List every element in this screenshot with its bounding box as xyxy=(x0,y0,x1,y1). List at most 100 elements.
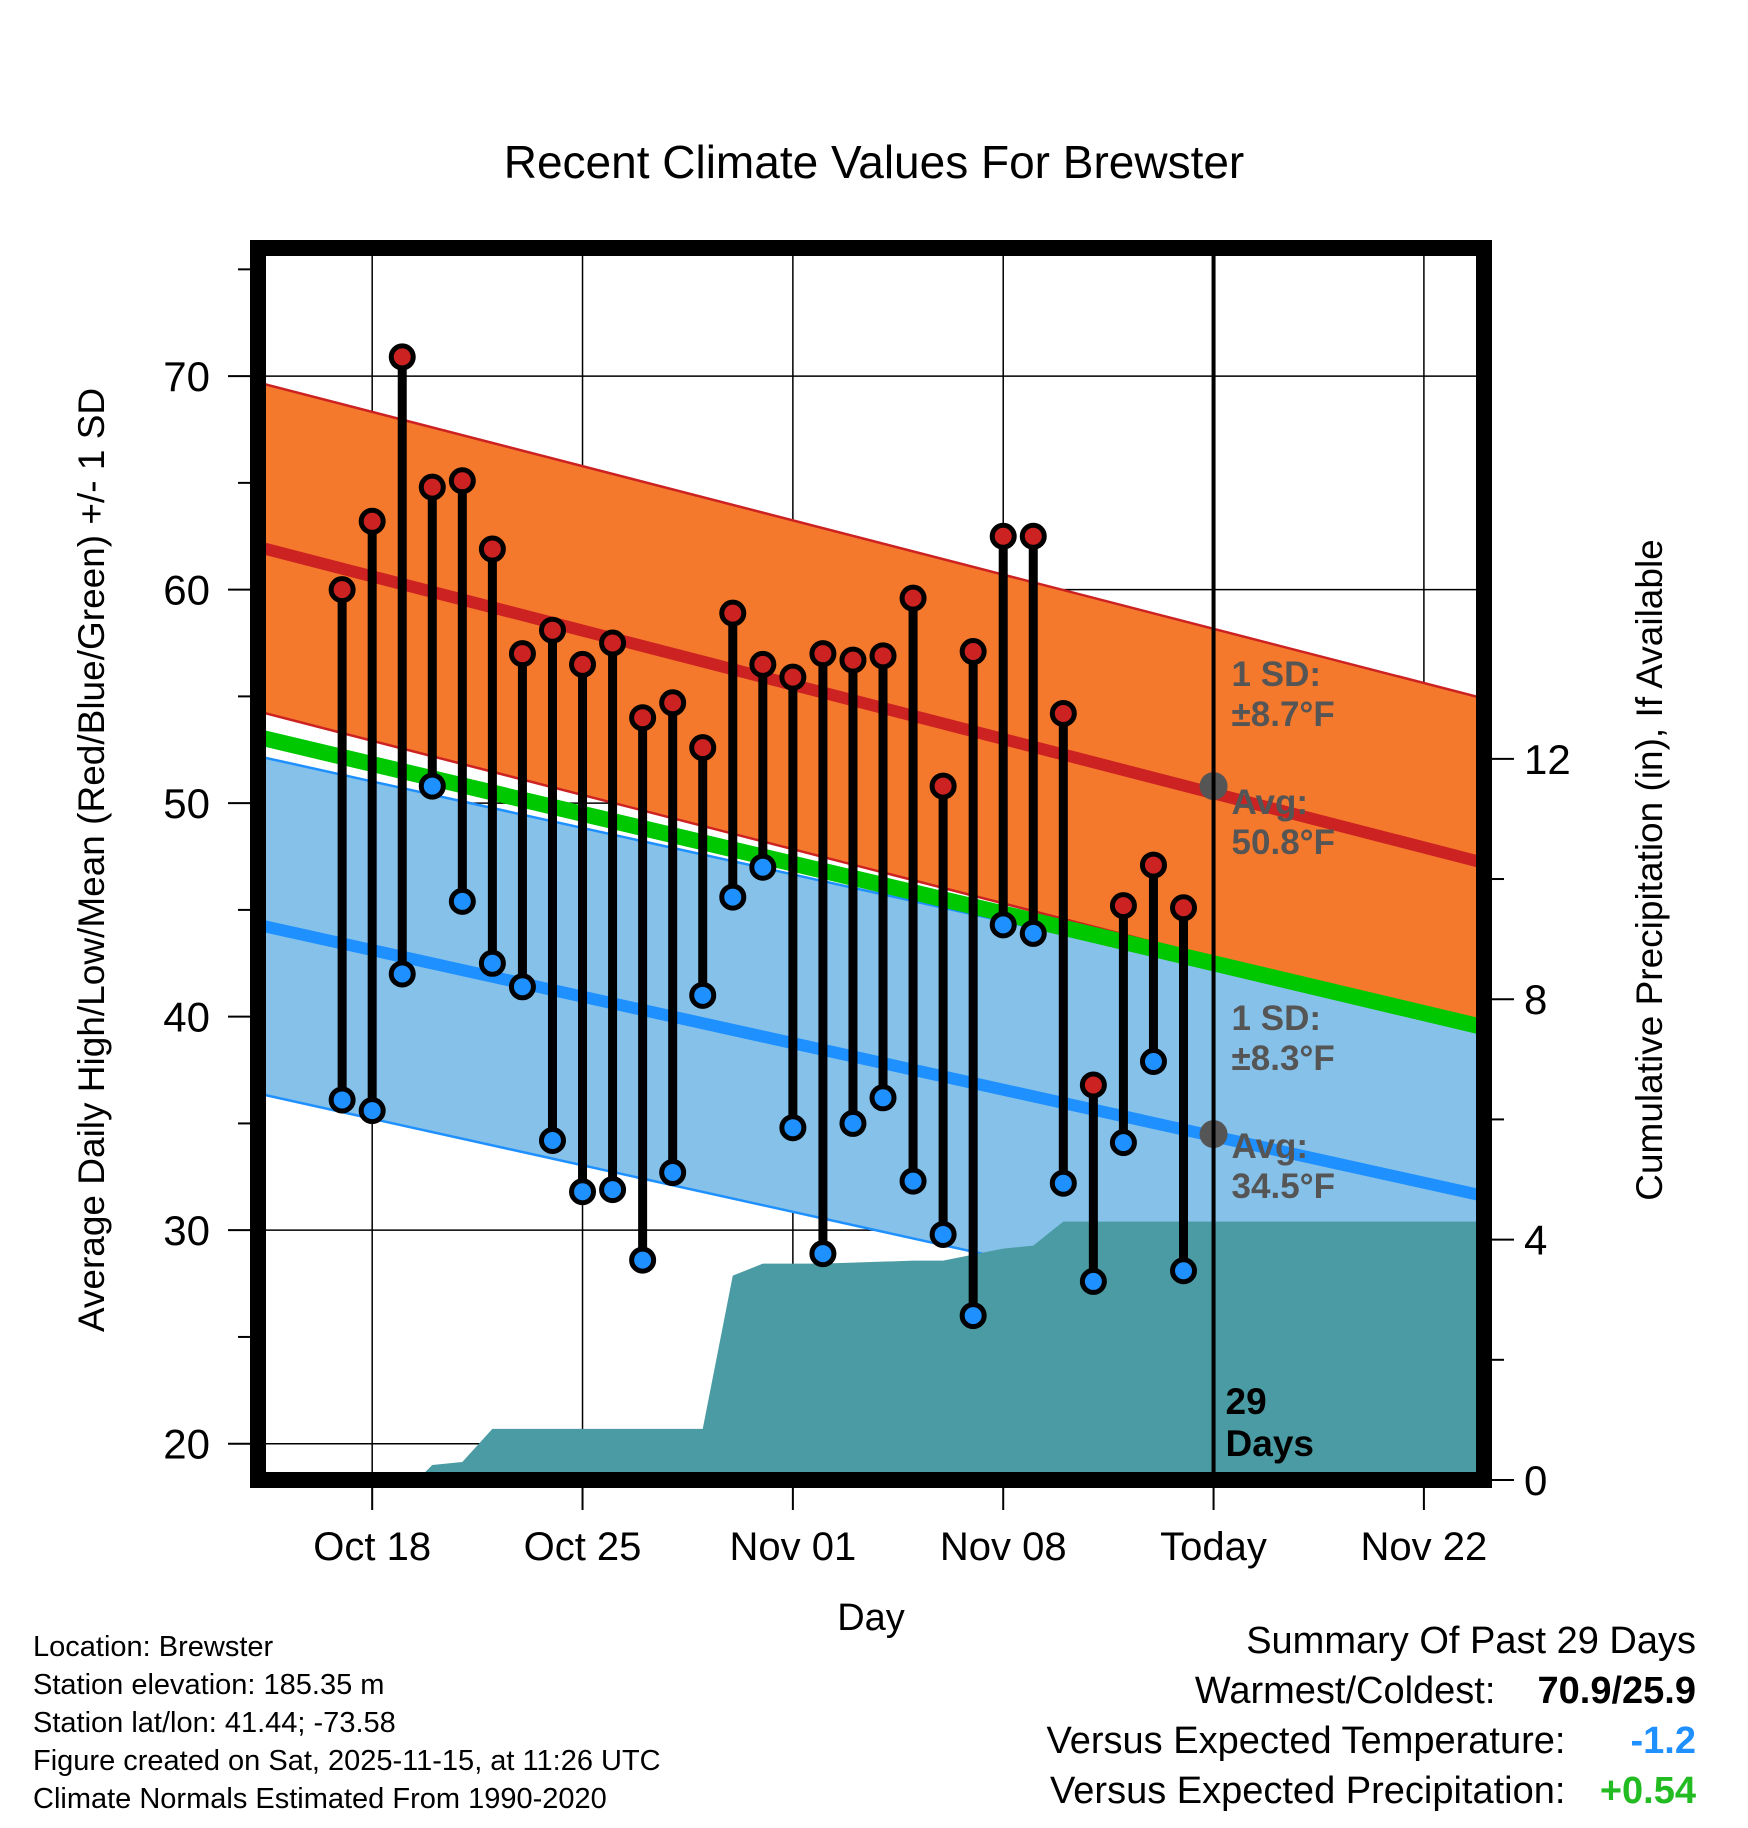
plot-frame xyxy=(250,240,1492,1488)
y-tick-label: 20 xyxy=(163,1421,210,1468)
precipitation-area xyxy=(417,1221,1484,1480)
high-point xyxy=(328,576,356,604)
high-point xyxy=(388,343,416,371)
x-tick-label: Nov 22 xyxy=(1361,1525,1488,1569)
warm-cold-label: Warmest/Coldest: xyxy=(1194,1670,1496,1712)
y-tick-label: 60 xyxy=(163,567,210,614)
low-point xyxy=(839,1109,867,1137)
x-tick-label: Nov 08 xyxy=(940,1525,1067,1569)
y-axis-label: Average Daily High/Low/Mean (Red/Blue/Gr… xyxy=(71,388,112,1332)
y-tick-label: 70 xyxy=(163,353,210,400)
y2-tick-label: 0 xyxy=(1524,1457,1547,1504)
low-point xyxy=(1139,1048,1167,1076)
low-point xyxy=(599,1176,627,1204)
low-point xyxy=(1109,1129,1137,1157)
low-point xyxy=(1049,1169,1077,1197)
high-sd-title: 1 SD: xyxy=(1232,655,1321,694)
low-point xyxy=(929,1220,957,1248)
x-axis-label: Day xyxy=(837,1597,905,1639)
temp-label: Versus Expected Temperature: xyxy=(1046,1720,1566,1762)
high-point xyxy=(869,642,897,670)
high-avg-title: Avg: xyxy=(1232,783,1308,822)
high-point xyxy=(569,650,597,678)
low-point xyxy=(809,1240,837,1268)
high-point xyxy=(899,584,927,612)
summary-panel: Summary Of Past 29 Days Warmest/Coldest:… xyxy=(1047,1616,1696,1816)
x-tick-label: Oct 18 xyxy=(313,1525,431,1569)
y-tick-label: 50 xyxy=(163,780,210,827)
low-sd-label: 1 SD: ±8.3°F xyxy=(1232,999,1335,1078)
precip-label: Versus Expected Precipitation: xyxy=(1050,1770,1566,1812)
location-name: Location: Brewster xyxy=(33,1631,274,1663)
summary-header: Summary Of Past 29 Days xyxy=(1246,1620,1696,1662)
low-point xyxy=(1170,1257,1198,1285)
low-point xyxy=(689,981,717,1009)
low-point xyxy=(418,772,446,800)
high-point xyxy=(989,522,1017,550)
low-point xyxy=(358,1097,386,1125)
low-point xyxy=(448,887,476,915)
daily-high-low-bars xyxy=(328,343,1198,1330)
precip-value: +0.54 xyxy=(1599,1770,1696,1812)
low-point xyxy=(508,973,536,1001)
high-sd-label: 1 SD: ±8.7°F xyxy=(1232,655,1335,734)
low-avg-label: Avg: 34.5°F xyxy=(1232,1127,1336,1206)
low-point xyxy=(659,1159,687,1187)
low-point xyxy=(719,883,747,911)
high-point xyxy=(1079,1071,1107,1099)
axes: 20 30 40 50 60 70 0 4 8 12 Oct 18 Oct 25 Nov 01 Nov 0… xyxy=(163,268,1571,1569)
x-tick-label: Today xyxy=(1160,1525,1267,1569)
low-avg-value: 34.5°F xyxy=(1232,1167,1336,1206)
low-point xyxy=(569,1178,597,1206)
high-point xyxy=(478,535,506,563)
x-tick-label: Nov 01 xyxy=(729,1525,856,1569)
high-point xyxy=(809,640,837,668)
low-avg-title: Avg: xyxy=(1232,1127,1308,1166)
low-normal-line xyxy=(258,918,1484,1202)
high-point xyxy=(839,646,867,674)
high-point xyxy=(779,663,807,691)
high-point xyxy=(1109,892,1137,920)
low-sd-value: ±8.3°F xyxy=(1232,1039,1335,1078)
high-point xyxy=(418,473,446,501)
high-point xyxy=(1019,522,1047,550)
cumulative-precip-fill xyxy=(417,1221,1484,1480)
high-point xyxy=(508,640,536,668)
y2-tick-label: 12 xyxy=(1524,736,1571,783)
low-point xyxy=(749,853,777,881)
high-sd-value: ±8.7°F xyxy=(1232,695,1335,734)
normal-bands xyxy=(258,381,1484,1366)
high-point xyxy=(629,704,657,732)
low-point xyxy=(959,1302,987,1330)
chart-title: Recent Climate Values For Brewster xyxy=(504,136,1245,188)
low-point xyxy=(1079,1267,1107,1295)
station-info: Location: Brewster Station elevation: 18… xyxy=(33,1628,661,1818)
y2-tick-label: 8 xyxy=(1524,976,1547,1023)
precip-row: Versus Expected Precipitation: +0.54 xyxy=(1047,1766,1696,1816)
low-point xyxy=(629,1246,657,1274)
high-point xyxy=(929,772,957,800)
high-avg-value: 50.8°F xyxy=(1232,823,1336,862)
high-avg-label: Avg: 50.8°F xyxy=(1232,783,1336,862)
days-word: Days xyxy=(1226,1423,1314,1464)
low-point xyxy=(388,960,416,988)
high-point xyxy=(1139,851,1167,879)
low-sd-title: 1 SD: xyxy=(1232,999,1321,1038)
high-sd-band-upper-edge xyxy=(258,381,1484,700)
warm-cold-row: Warmest/Coldest: 70.9/25.9 xyxy=(1047,1666,1696,1716)
plot-area: 1 SD: ±8.7°F Avg: 50.8°F 1 SD: ±8.3°F Av… xyxy=(258,248,1484,1480)
days-count: 29 xyxy=(1226,1381,1267,1422)
high-point xyxy=(1170,894,1198,922)
figure-created: Figure created on Sat, 2025-11-15, at 11… xyxy=(33,1745,661,1777)
station-latlon: Station lat/lon: 41.44; -73.58 xyxy=(33,1707,396,1739)
y-tick-label: 40 xyxy=(163,994,210,1041)
low-point xyxy=(538,1127,566,1155)
high-point xyxy=(599,629,627,657)
low-point xyxy=(1019,919,1047,947)
high-point xyxy=(689,734,717,762)
low-point xyxy=(899,1167,927,1195)
high-point xyxy=(959,638,987,666)
y2-axis-label: Cumulative Precipitation (in), If Availa… xyxy=(1629,539,1670,1201)
low-point xyxy=(328,1086,356,1114)
